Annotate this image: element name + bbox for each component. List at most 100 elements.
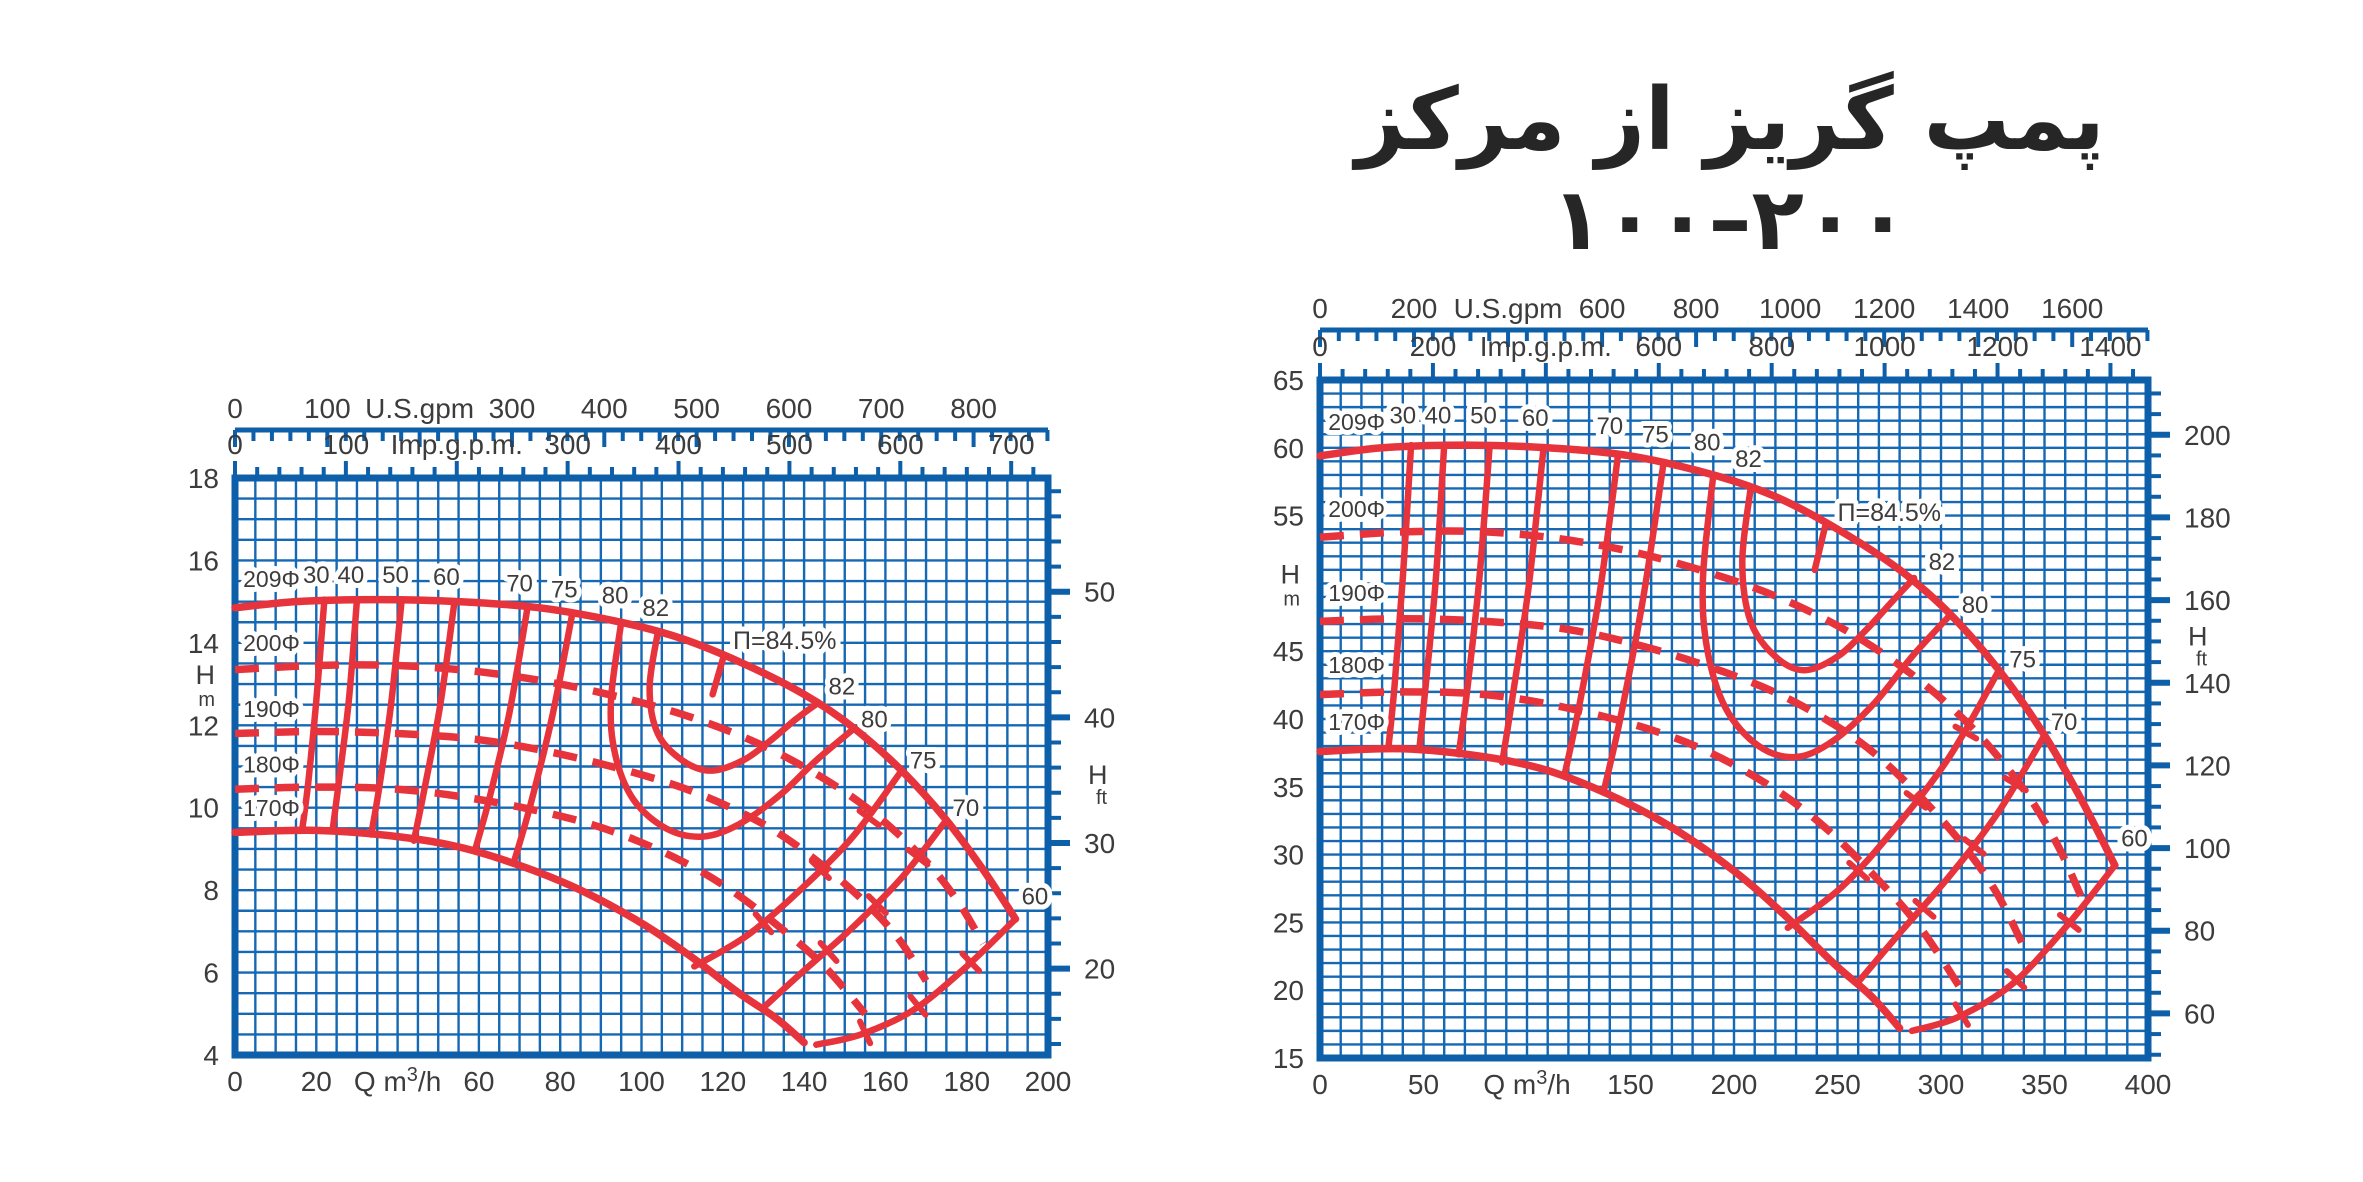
svg-text:30: 30 (1084, 828, 1115, 859)
svg-text:80: 80 (1694, 430, 1721, 457)
svg-text:55: 55 (1273, 501, 1304, 532)
h-axis-ft: 200 180 160 140 120 100 80 60 Hft (2148, 391, 2231, 1057)
svg-text:12: 12 (188, 710, 219, 741)
svg-text:75: 75 (1642, 421, 1669, 448)
efficiency-line-70 (1561, 451, 1622, 780)
svg-text:82: 82 (828, 673, 855, 700)
efficiency-line-80 (607, 619, 857, 840)
svg-text:4: 4 (203, 1040, 219, 1071)
svg-text:140: 140 (781, 1066, 828, 1097)
svg-text:8: 8 (203, 875, 219, 906)
svg-text:20: 20 (301, 1066, 332, 1097)
svg-text:200: 200 (1711, 1069, 1758, 1100)
svg-text:1200: 1200 (1966, 331, 2028, 362)
svg-text:120: 120 (2184, 750, 2231, 781)
svg-text:ft: ft (1096, 787, 1108, 809)
svg-text:160: 160 (862, 1066, 909, 1097)
svg-text:200Φ: 200Φ (243, 630, 300, 656)
svg-text:700: 700 (858, 393, 905, 424)
svg-text:0: 0 (1312, 1069, 1328, 1100)
efficiency-line-40 (1416, 441, 1448, 753)
svg-text:180: 180 (2184, 502, 2231, 533)
svg-text:40: 40 (338, 562, 365, 589)
svg-text:170Φ: 170Φ (243, 795, 300, 821)
svg-text:1600: 1600 (2041, 293, 2103, 324)
svg-text:400: 400 (655, 429, 702, 460)
svg-text:50: 50 (1470, 402, 1497, 429)
svg-text:60: 60 (1522, 405, 1549, 432)
efficiency-line-82 (1739, 485, 1918, 674)
svg-text:18: 18 (188, 463, 219, 494)
svg-text:0: 0 (1312, 331, 1328, 362)
svg-text:H: H (1088, 760, 1108, 790)
svg-text:100: 100 (323, 429, 370, 460)
svg-text:100: 100 (618, 1066, 665, 1097)
svg-text:209Φ: 209Φ (243, 566, 300, 592)
page-title: پمپ گریز از مرکز ۲۰۰–۱۰۰ (1355, 70, 2105, 270)
svg-text:200Φ: 200Φ (1328, 496, 1385, 522)
svg-text:600: 600 (766, 393, 813, 424)
svg-text:800: 800 (950, 393, 997, 424)
impeller-curve-170Φ (231, 826, 808, 1047)
svg-text:80: 80 (861, 706, 888, 733)
svg-text:60: 60 (433, 564, 460, 591)
svg-text:200: 200 (1391, 293, 1438, 324)
impeller-curve-190Φ (1319, 614, 2028, 949)
svg-text:Imp.g.p.m.: Imp.g.p.m. (1480, 331, 1612, 362)
svg-text:209Φ: 209Φ (1328, 409, 1385, 435)
svg-text:170Φ: 170Φ (1328, 709, 1385, 735)
h-axis-m: 18 16 14 12 10 8 6 4 Hm (188, 463, 219, 1071)
svg-text:70: 70 (1596, 413, 1623, 440)
svg-text:30: 30 (303, 562, 330, 589)
efficiency-line-50 (367, 596, 405, 838)
svg-text:70: 70 (2051, 709, 2078, 736)
svg-text:200: 200 (1025, 1066, 1072, 1097)
svg-text:300: 300 (1918, 1069, 1965, 1100)
impeller-curves: 209Φ 200Φ 190Φ 180Φ 170Φ (1316, 404, 2119, 1032)
q-axis: 0 50 150 200 250 300 350 400 Q m3/h (1312, 1067, 2171, 1100)
svg-text:Π=84.5%: Π=84.5% (1838, 499, 1942, 527)
svg-text:82: 82 (1929, 549, 1956, 576)
svg-text:25: 25 (1273, 907, 1304, 938)
svg-text:ft: ft (2196, 648, 2208, 670)
svg-text:200: 200 (1410, 331, 1457, 362)
svg-text:m: m (1283, 588, 1300, 610)
svg-text:1000: 1000 (1759, 293, 1821, 324)
svg-text:600: 600 (1579, 293, 1626, 324)
svg-text:U.S.gpm: U.S.gpm (365, 393, 474, 424)
impeller-curve-209Φ (1316, 441, 2119, 870)
svg-text:75: 75 (551, 577, 578, 604)
svg-text:300: 300 (489, 393, 536, 424)
svg-text:80: 80 (2184, 916, 2215, 947)
imp-gpm-axis: 0 100 300 400 500 600 700 Imp.g.p.m. (227, 429, 1036, 478)
best-efficiency-point: Π=84.5% (709, 622, 842, 698)
svg-text:50: 50 (1408, 1069, 1439, 1100)
svg-text:20: 20 (1273, 975, 1304, 1006)
efficiency-line-75 (510, 609, 576, 867)
svg-text:50: 50 (382, 562, 409, 589)
efficiency-line-40 (329, 596, 361, 834)
svg-text:1400: 1400 (1947, 293, 2009, 324)
svg-text:80: 80 (602, 583, 629, 610)
svg-text:1400: 1400 (2079, 331, 2141, 362)
svg-text:H: H (196, 660, 216, 690)
svg-text:6: 6 (203, 958, 219, 989)
impeller-curve-170Φ (1316, 744, 1904, 1032)
svg-text:H: H (2188, 621, 2208, 651)
svg-text:82: 82 (1735, 446, 1762, 473)
q-axis: 0 20 60 80 100 120 140 160 180 200 Q m3/h (227, 1064, 1071, 1097)
us-gpm-axis: 0 200 600 800 1000 1200 1400 1600 U.S.gpm (1312, 293, 2150, 347)
best-efficiency-point: Π=84.5% (1811, 494, 1946, 574)
impeller-curve-180Φ (1319, 688, 1965, 993)
svg-text:15: 15 (1273, 1043, 1304, 1074)
svg-text:800: 800 (1673, 293, 1720, 324)
svg-text:100: 100 (2184, 833, 2231, 864)
svg-text:180Φ: 180Φ (243, 752, 300, 778)
svg-text:800: 800 (1748, 331, 1795, 362)
svg-text:180: 180 (943, 1066, 990, 1097)
svg-text:70: 70 (952, 795, 979, 822)
efficiency-line-75 (1784, 666, 2003, 932)
svg-text:500: 500 (766, 429, 813, 460)
svg-text:70: 70 (506, 570, 533, 597)
